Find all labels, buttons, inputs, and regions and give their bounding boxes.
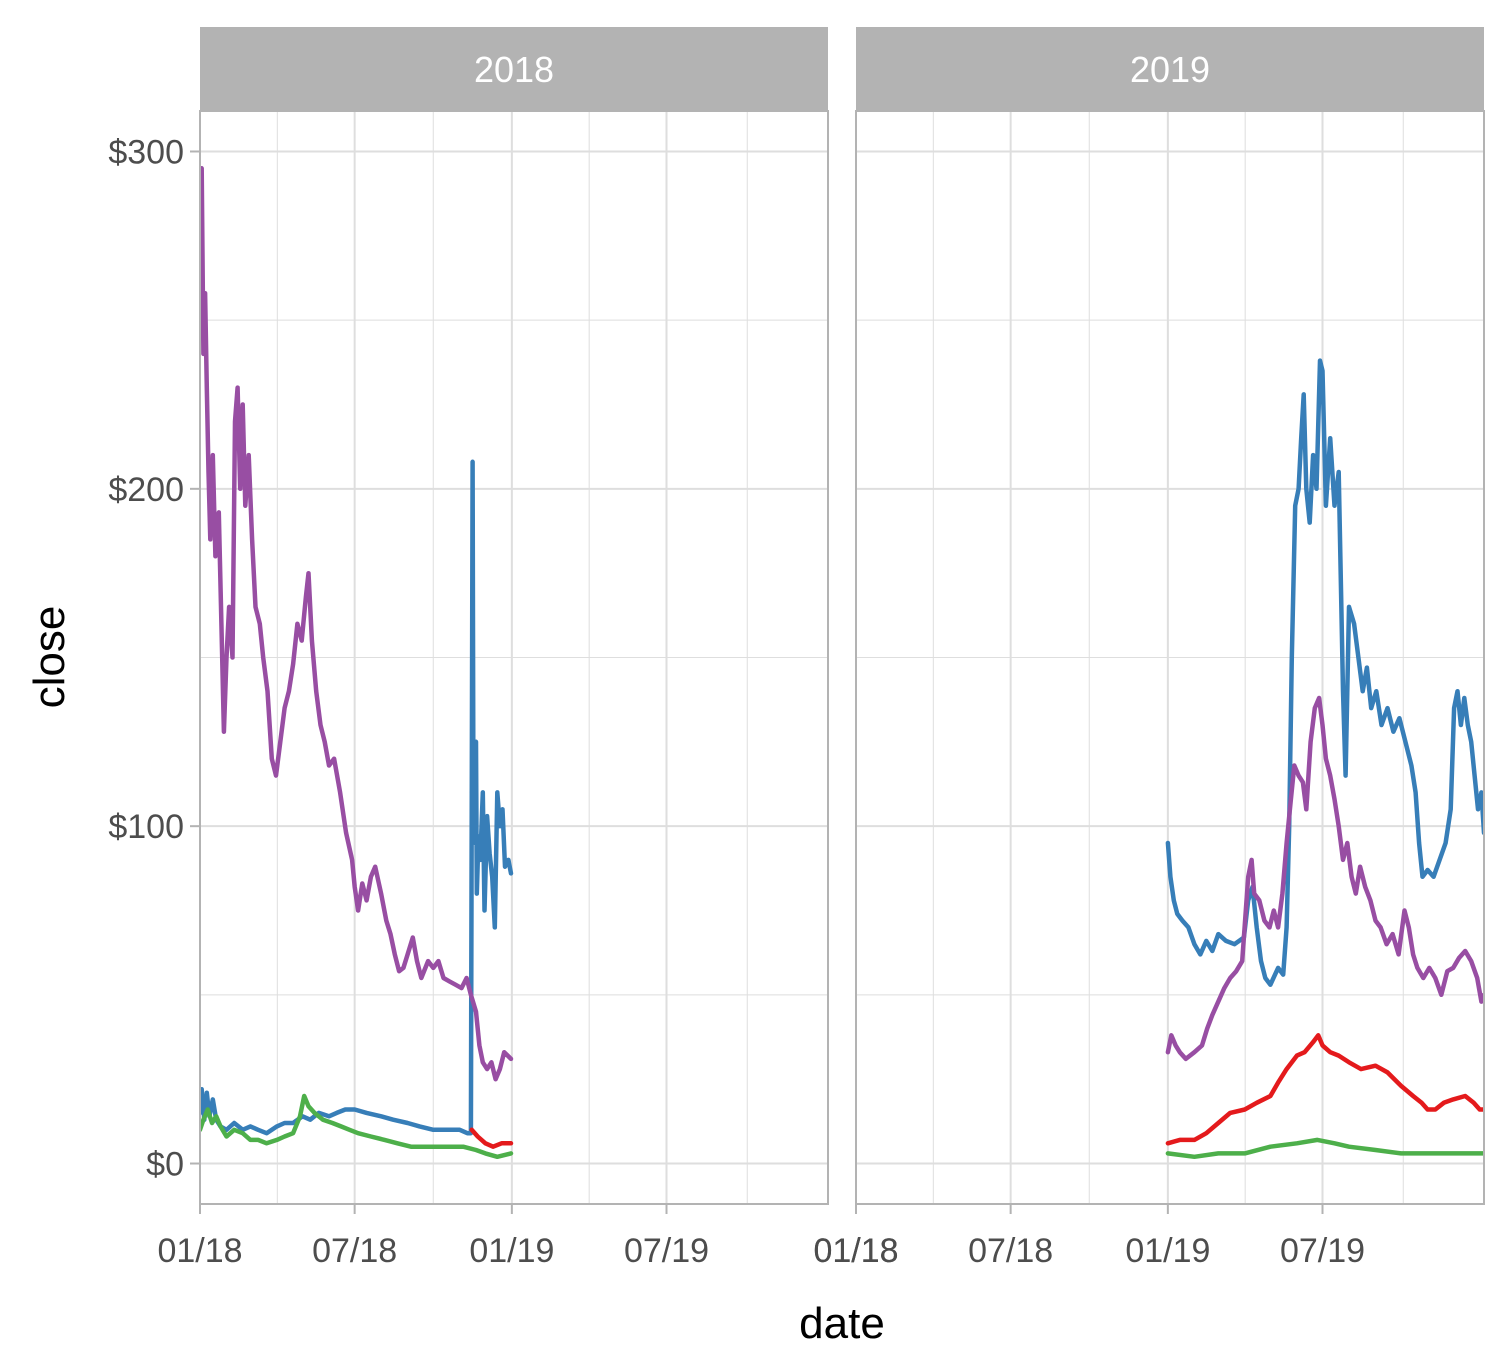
series-line-2 [1165, 1033, 1484, 1146]
series-line-2 [200, 1093, 514, 1160]
y-tick-label: $200 [108, 471, 184, 509]
x-tick-label: 07/19 [624, 1232, 709, 1270]
series-line-1 [200, 166, 514, 1082]
x-tick-label: 01/18 [813, 1232, 898, 1270]
series-line-1 [1165, 695, 1484, 1062]
facet-strip-label: 2019 [1130, 49, 1210, 90]
series-line-0 [200, 459, 514, 1136]
series-line-0 [1165, 358, 1484, 987]
facet-panel-2019: 2019 01/18 07/18 01/19 07/19 [813, 27, 1485, 1270]
y-axis-title: close [25, 606, 74, 709]
x-tick-label: 01/19 [1125, 1232, 1210, 1270]
series-group [200, 166, 514, 1160]
x-axis-title: date [799, 1299, 885, 1348]
series-line-3 [469, 1127, 514, 1149]
y-tick-label: $100 [108, 808, 184, 846]
y-tick-label: $300 [108, 133, 184, 171]
x-tick-label: 01/18 [813, 1232, 898, 1270]
x-tick-label: 07/18 [968, 1232, 1053, 1270]
x-tick-label: 01/19 [469, 1232, 554, 1270]
x-tick-label: 07/18 [312, 1232, 397, 1270]
panel-border [199, 110, 829, 1205]
series-line-3 [1165, 1137, 1484, 1160]
series-group [1165, 358, 1484, 1160]
facet-strip-label: 2018 [474, 49, 554, 90]
facet-panel-2018: 2018 01/18 07/18 01/19 07/19 $0 $100 $200 $300 [108, 27, 829, 1270]
x-tick-label: 01/18 [157, 1232, 242, 1270]
facet-strip [200, 27, 828, 111]
panel-border [855, 110, 1485, 1205]
facet-strip [856, 27, 1484, 111]
x-tick-label: 07/19 [1280, 1232, 1365, 1270]
y-tick-label: $0 [146, 1146, 184, 1184]
